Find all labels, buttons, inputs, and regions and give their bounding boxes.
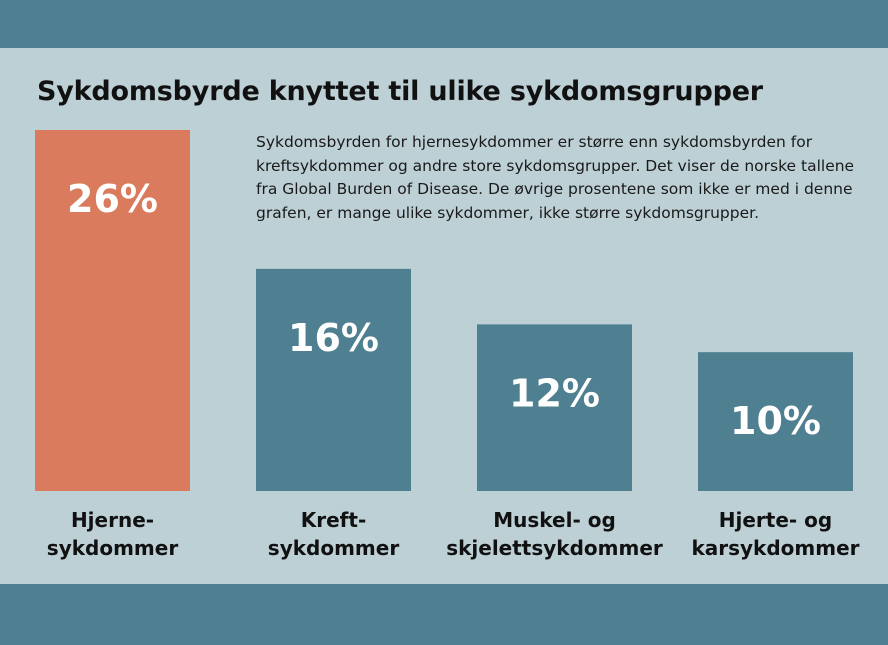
category-label-0-0: Hjerne- (71, 508, 154, 532)
category-label-3-0: Hjerte- og (719, 508, 832, 532)
value-label-3: 10% (730, 399, 821, 443)
value-label-2: 12% (509, 371, 600, 415)
category-label-0-1: sykdommer (47, 536, 179, 560)
bar-2 (477, 324, 632, 491)
chart-title: Sykdomsbyrde knyttet til ulike sykdomsgr… (37, 76, 763, 107)
top-band (0, 0, 888, 48)
category-label-3-1: karsykdommer (691, 536, 859, 560)
value-label-1: 16% (288, 316, 379, 360)
value-label-0: 26% (67, 177, 158, 221)
bar-0 (35, 130, 190, 491)
category-label-1-1: sykdommer (268, 536, 400, 560)
category-label-2-1: skjelettsykdommer (446, 536, 663, 560)
bar-1 (256, 268, 411, 491)
chart-description: Sykdomsbyrden for hjernesykdommer er stø… (256, 133, 855, 222)
category-label-1-0: Kreft- (301, 508, 367, 532)
category-label-2-0: Muskel- og (493, 508, 616, 532)
bottom-band (0, 584, 888, 645)
bar-3 (698, 352, 853, 491)
